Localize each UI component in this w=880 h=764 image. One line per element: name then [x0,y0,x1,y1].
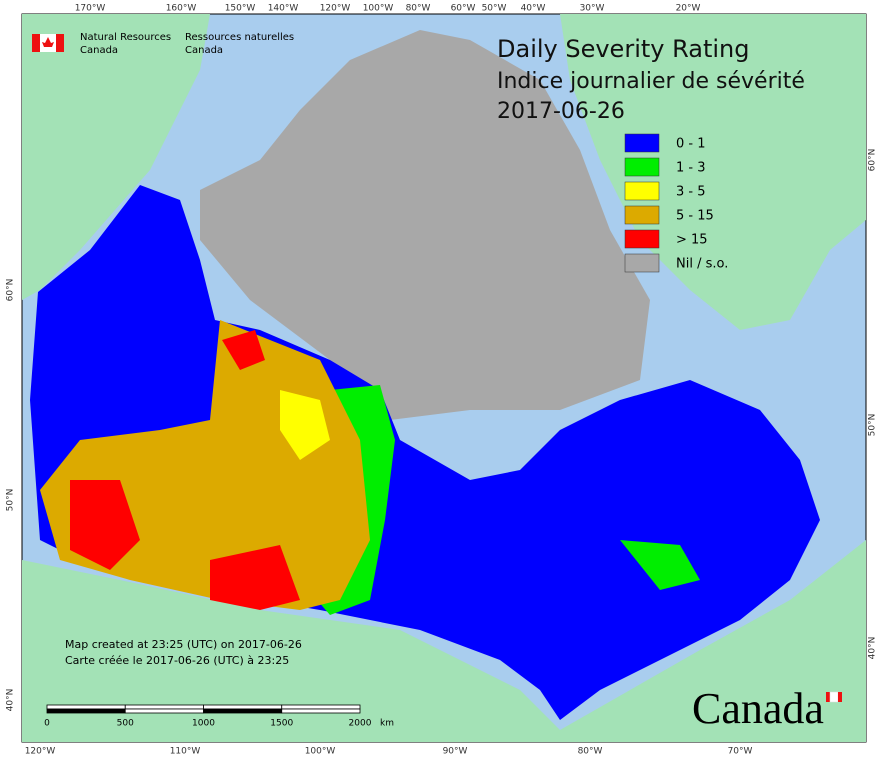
lon-label: 40°W [521,4,546,14]
scale-seg [124,704,204,710]
scale-seg [281,708,361,714]
lat-label: 50°N [868,414,878,437]
legend-swatch [624,157,660,177]
org-en: Natural Resources [80,32,171,43]
note: Carte créée le 2017-06-26 (UTC) à 23:25 [65,654,289,667]
flag-bar [32,34,40,52]
legend-swatch [624,133,660,153]
lon-label: 90°W [443,747,468,757]
lon-label: 60°W [451,4,476,14]
legend: 0 - 1 1 - 3 3 - 5 5 - 15 > 15 Nil / s.o. [624,133,728,273]
title: Indice journalier de sévérité [497,69,805,94]
scale-label: 500 [117,719,134,729]
scale-bar: 0 500 1000 1500 2000 km [44,704,394,729]
lat-label: 60°N [6,279,16,302]
scale-label: 1000 [192,719,215,729]
lon-label: 70°W [728,747,753,757]
org-en: Canada [80,45,118,56]
lon-label: 80°W [578,747,603,757]
scale-seg [124,708,204,714]
maple-leaf [42,37,54,47]
lon-label: 100°W [305,747,336,757]
scale-seg [203,704,283,710]
legend-label: 1 - 3 [676,161,706,176]
scale-seg [281,704,361,710]
dsr-gt15-north [222,330,265,370]
lat-label: 60°N [868,149,878,172]
lat-label: 50°N [6,489,16,512]
arctic-nodata [200,30,650,420]
dsr-gt15-prairie [210,545,300,610]
flag-bar [56,34,64,52]
lat-label: 40°N [6,689,16,712]
dsr-1-3-east [620,540,700,590]
legend-label: Nil / s.o. [676,257,728,272]
land-south [22,540,866,742]
wordmark: Canada [692,684,842,733]
wordmark-flag [838,692,842,702]
lon-label: 150°W [225,4,256,14]
lat-label: 40°N [868,637,878,660]
legend-label: > 15 [676,233,708,248]
title: 2017-06-26 [497,99,625,124]
lon-label: 110°W [170,747,201,757]
title: Daily Severity Rating [497,35,749,63]
dsr-3-5 [280,390,330,460]
note: Map created at 23:25 (UTC) on 2017-06-26 [65,638,302,651]
lon-label: 120°W [320,4,351,14]
legend-swatch [624,181,660,201]
org-fr: Canada [185,45,223,56]
scale-seg [46,704,126,710]
lon-label: 170°W [75,4,106,14]
greenland [560,14,866,330]
dsr-gt15-west [70,480,140,570]
graticule-labels: 170°W 160°W 150°W 140°W 120°W 100°W 80°W 60°W 50… [6,4,878,757]
legend-label: 0 - 1 [676,137,706,152]
map-area [21,13,867,743]
legend-label: 3 - 5 [676,185,706,200]
government-logo: Natural Resources Canada Ressources natu… [32,32,294,56]
lon-label: 20°W [676,4,701,14]
scale-seg [203,708,283,714]
legend-swatch [624,253,660,273]
scale-seg [46,708,126,714]
wordmark-text: Canada [692,684,824,733]
wordmark-flag [826,692,830,702]
lon-label: 140°W [268,4,299,14]
scale-label: 0 [44,719,50,729]
org-fr: Ressources naturelles [185,32,294,43]
scale-unit: km [380,719,394,729]
legend-swatch [624,229,660,249]
lon-label: 80°W [406,4,431,14]
scale-label: 1500 [270,719,293,729]
land-west [22,14,210,300]
lon-label: 100°W [363,4,394,14]
lon-label: 160°W [166,4,197,14]
scale-label: 2000 [349,719,372,729]
legend-label: 5 - 15 [676,209,714,224]
lon-label: 30°W [580,4,605,14]
legend-swatch [624,205,660,225]
lon-label: 50°W [482,4,507,14]
wordmark-flag [829,691,839,703]
lon-label: 120°W [25,747,56,757]
